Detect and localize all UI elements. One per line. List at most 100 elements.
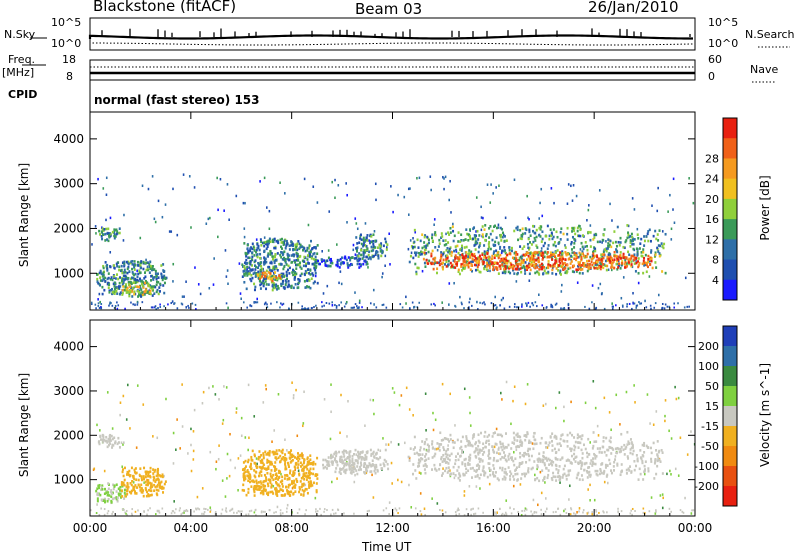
velocity-region-cell xyxy=(138,485,141,489)
power-region-cell xyxy=(650,257,653,260)
power-region-cell xyxy=(277,241,280,245)
power-region-cell xyxy=(519,245,522,248)
radar-title: Blackstone (fitACF) xyxy=(93,0,237,15)
power-region-cell xyxy=(445,260,448,264)
power-region-cell xyxy=(558,253,561,257)
power-region-cell xyxy=(609,255,612,259)
power-region-cell xyxy=(500,239,503,242)
power-region-cell xyxy=(379,246,382,250)
power-near-range-cell xyxy=(97,302,100,305)
velocity-region-cell xyxy=(514,457,517,461)
power-region-cell xyxy=(367,253,370,257)
velocity-near-range-cell xyxy=(131,514,133,517)
power-region-cell xyxy=(442,239,445,243)
velocity-region-cell xyxy=(150,489,153,493)
velocity-region-cell xyxy=(612,469,615,472)
power-noise-cell xyxy=(224,249,227,252)
power-region-cell xyxy=(274,253,277,256)
velocity-noise-cell xyxy=(222,418,225,422)
velocity-region-cell xyxy=(550,477,553,480)
velocity-region-cell xyxy=(448,440,451,443)
velocity-region-cell xyxy=(545,446,548,449)
velocity-region-cell xyxy=(513,442,516,445)
power-region-cell xyxy=(313,246,316,249)
velocity-noise-cell xyxy=(172,431,175,435)
power-noise-cell xyxy=(528,217,530,221)
power-region-cell xyxy=(138,277,141,281)
velocity-region-cell xyxy=(511,441,514,444)
nsky-label: N.Sky xyxy=(4,28,36,41)
power-noise-cell xyxy=(661,230,664,233)
power-region-cell xyxy=(118,281,121,285)
power-region-cell xyxy=(607,242,610,245)
power-region-cell xyxy=(245,258,248,262)
power-region-cell xyxy=(603,253,606,256)
velocity-noise-cell xyxy=(420,472,422,475)
velocity-region-cell xyxy=(612,465,615,468)
power-region-cell xyxy=(630,260,633,263)
velocity-near-range-cell xyxy=(648,510,651,513)
velocity-region-cell xyxy=(306,463,309,467)
power-region-cell xyxy=(351,263,354,267)
power-region-cell xyxy=(155,277,158,281)
power-region-cell xyxy=(104,232,107,236)
velocity-region-cell xyxy=(306,467,309,471)
velocity-region-cell xyxy=(465,437,468,440)
power-region-cell xyxy=(260,240,263,244)
velocity-noise-cell xyxy=(425,448,428,452)
power-region-cell xyxy=(564,267,567,270)
velocity-near-range-cell xyxy=(655,509,657,512)
power-region-cell xyxy=(119,276,122,279)
power-region-cell xyxy=(657,244,660,247)
velocity-region-cell xyxy=(354,448,357,452)
power-region-cell xyxy=(274,246,277,250)
power-noise-cell xyxy=(670,227,673,231)
power-region-cell xyxy=(464,265,467,269)
power-region-cell xyxy=(251,276,254,280)
power-region-cell xyxy=(467,265,470,269)
velocity-noise-cell xyxy=(400,394,403,397)
power-near-range-cell xyxy=(513,305,516,308)
power-region-cell xyxy=(452,229,455,233)
velocity-region-cell xyxy=(494,431,497,435)
power-region-cell xyxy=(441,235,444,238)
velocity-region-cell xyxy=(130,466,133,470)
power-region-cell xyxy=(633,238,636,241)
power-region-cell xyxy=(446,256,449,260)
power-region-cell xyxy=(284,279,287,282)
power-region-cell xyxy=(578,267,581,271)
power-region-cell xyxy=(540,262,543,266)
velocity-near-range-cell xyxy=(248,510,251,513)
power-noise-cell xyxy=(326,284,329,288)
power-near-range-cell xyxy=(531,302,534,305)
power-region-cell xyxy=(525,266,528,269)
velocity-noise-cell xyxy=(152,435,154,438)
power-region-cell xyxy=(444,239,447,242)
power-region-cell xyxy=(469,268,472,272)
velocity-noise-cell xyxy=(136,384,139,387)
velocity-region-cell xyxy=(274,451,277,454)
velocity-region-cell xyxy=(325,460,328,463)
power-region-cell xyxy=(625,257,628,260)
velocity-region-cell xyxy=(591,460,594,464)
power-region-cell xyxy=(413,240,416,244)
power-region-cell xyxy=(413,245,416,249)
velocity-region-cell xyxy=(269,460,272,464)
velocity-noise-cell xyxy=(650,496,653,499)
velocity-region-cell xyxy=(336,463,339,467)
velocity-noise-cell xyxy=(664,419,666,423)
velocity-region-cell xyxy=(152,468,155,471)
power-near-range-cell xyxy=(116,307,119,310)
power-region-cell xyxy=(162,270,165,273)
power-region-cell xyxy=(621,262,624,265)
velocity-region-cell xyxy=(359,465,362,469)
power-region-cell xyxy=(104,280,107,283)
velocity-region-cell xyxy=(275,492,278,496)
power-region-cell xyxy=(141,293,144,296)
power-region-cell xyxy=(126,271,129,275)
velocity-region-cell xyxy=(620,432,623,436)
power-near-range-cell xyxy=(369,302,372,305)
power-region-cell xyxy=(102,273,105,277)
velocity-noise-cell xyxy=(209,450,212,454)
power-region-cell xyxy=(113,266,116,269)
